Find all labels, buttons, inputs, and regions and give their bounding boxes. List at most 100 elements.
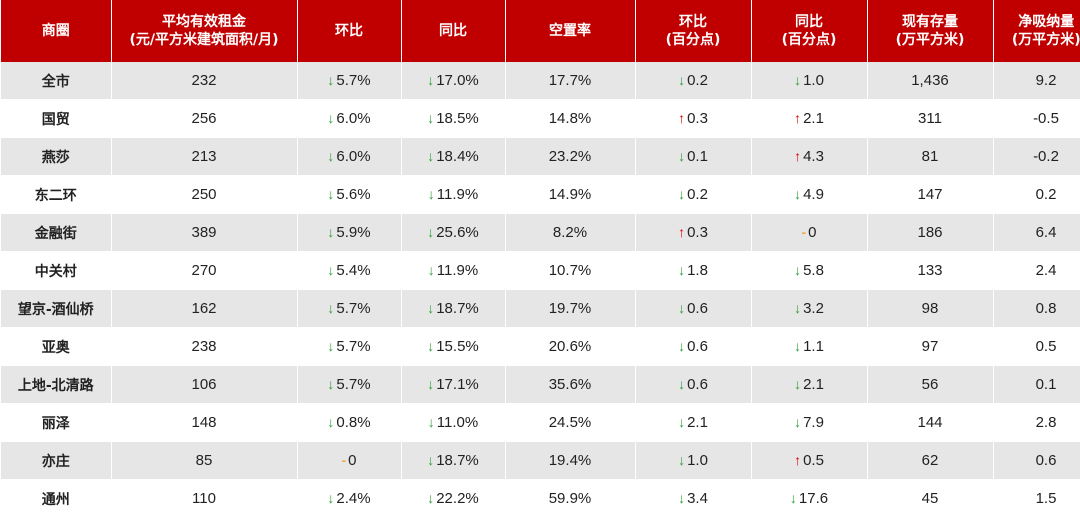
- rent-mom-cell: ↓5.7%: [297, 328, 401, 366]
- down-arrow-icon: ↓: [678, 186, 685, 202]
- header-line: (百分点): [636, 31, 751, 49]
- header-line: (万平方米): [994, 31, 1080, 49]
- change-value: 0.6: [687, 338, 708, 355]
- header-line: 同比: [402, 22, 505, 40]
- change-value: 11.9%: [437, 186, 478, 203]
- stock-cell: 97: [867, 328, 993, 366]
- rent-yoy-cell: ↓18.7%: [401, 442, 505, 480]
- down-arrow-icon: ↓: [327, 186, 334, 202]
- vacancy-cell: 14.9%: [505, 176, 635, 214]
- vacancy-cell: 19.4%: [505, 442, 635, 480]
- change-value: 0: [348, 452, 356, 469]
- vacancy-mom-cell: ↓1.0: [635, 442, 751, 480]
- rent-mom-cell: ↓5.7%: [297, 290, 401, 328]
- change-value: 4.3: [803, 148, 824, 165]
- down-arrow-icon: ↓: [794, 262, 801, 278]
- header-line: 同比: [752, 13, 867, 31]
- down-arrow-icon: ↓: [678, 148, 685, 164]
- vacancy-yoy-cell: ↑0.5: [751, 442, 867, 480]
- change-value: 0.2: [687, 72, 708, 89]
- change-value: 18.7%: [436, 452, 479, 469]
- down-arrow-icon: ↓: [428, 414, 435, 430]
- down-arrow-icon: ↓: [427, 300, 434, 316]
- header-stock: 现有存量(万平方米): [867, 0, 993, 62]
- change-value: 0.5: [803, 452, 824, 469]
- header-vacancy-yoy: 同比(百分点): [751, 0, 867, 62]
- vacancy-mom-cell: ↓0.6: [635, 290, 751, 328]
- rent-yoy-cell: ↓18.4%: [401, 138, 505, 176]
- rent-yoy-cell: ↓18.5%: [401, 100, 505, 138]
- change-value: 11.0%: [437, 414, 478, 431]
- vacancy-yoy-cell: ↓2.1: [751, 366, 867, 404]
- district-name-cell: 中关村: [1, 252, 111, 290]
- down-arrow-icon: ↓: [794, 186, 801, 202]
- vacancy-mom-cell: ↓0.6: [635, 328, 751, 366]
- change-value: 4.9: [803, 186, 824, 203]
- up-arrow-icon: ↑: [678, 110, 685, 126]
- avg-rent-cell: 270: [111, 252, 297, 290]
- vacancy-cell: 8.2%: [505, 214, 635, 252]
- change-value: 22.2%: [436, 490, 479, 507]
- change-value: 18.7%: [436, 300, 479, 317]
- flat-dash-icon: -: [801, 224, 806, 240]
- down-arrow-icon: ↓: [794, 338, 801, 354]
- change-value: 2.1: [687, 414, 708, 431]
- rent-yoy-cell: ↓17.0%: [401, 62, 505, 100]
- rent-mom-cell: ↓5.6%: [297, 176, 401, 214]
- change-value: 6.0%: [336, 110, 370, 127]
- change-value: 18.5%: [436, 110, 479, 127]
- down-arrow-icon: ↓: [428, 186, 435, 202]
- vacancy-mom-cell: ↓0.1: [635, 138, 751, 176]
- stock-cell: 56: [867, 366, 993, 404]
- avg-rent-cell: 110: [111, 480, 297, 518]
- change-value: 0: [808, 224, 816, 241]
- header-avg-rent: 平均有效租金(元/平方米建筑面积/月): [111, 0, 297, 62]
- header-line: 空置率: [506, 22, 635, 40]
- down-arrow-icon: ↓: [327, 338, 334, 354]
- vacancy-yoy-cell: ↓5.8: [751, 252, 867, 290]
- rent-yoy-cell: ↓25.6%: [401, 214, 505, 252]
- change-value: 1.1: [803, 338, 824, 355]
- down-arrow-icon: ↓: [327, 300, 334, 316]
- change-value: 1.8: [687, 262, 708, 279]
- change-value: 5.7%: [336, 338, 370, 355]
- header-district: 商圈: [1, 0, 111, 62]
- net-absorption-cell: 6.4: [993, 214, 1080, 252]
- header-line: 商圈: [1, 22, 111, 40]
- down-arrow-icon: ↓: [427, 224, 434, 240]
- stock-cell: 144: [867, 404, 993, 442]
- vacancy-yoy-cell: ↓7.9: [751, 404, 867, 442]
- vacancy-cell: 19.7%: [505, 290, 635, 328]
- down-arrow-icon: ↓: [427, 110, 434, 126]
- header-line: 净吸纳量: [994, 13, 1080, 31]
- header-line: 平均有效租金: [112, 13, 297, 31]
- down-arrow-icon: ↓: [327, 262, 334, 278]
- up-arrow-icon: ↑: [794, 148, 801, 164]
- avg-rent-cell: 250: [111, 176, 297, 214]
- district-name-cell: 全市: [1, 62, 111, 100]
- district-name-cell: 国贸: [1, 100, 111, 138]
- avg-rent-cell: 213: [111, 138, 297, 176]
- change-value: 2.1: [803, 110, 824, 127]
- stock-cell: 98: [867, 290, 993, 328]
- down-arrow-icon: ↓: [678, 376, 685, 392]
- stock-cell: 81: [867, 138, 993, 176]
- district-name-cell: 亚奥: [1, 328, 111, 366]
- down-arrow-icon: ↓: [794, 376, 801, 392]
- net-absorption-cell: 2.8: [993, 404, 1080, 442]
- stock-cell: 133: [867, 252, 993, 290]
- down-arrow-icon: ↓: [327, 376, 334, 392]
- vacancy-cell: 24.5%: [505, 404, 635, 442]
- rent-mom-cell: ↓5.7%: [297, 366, 401, 404]
- change-value: 5.9%: [336, 224, 370, 241]
- avg-rent-cell: 106: [111, 366, 297, 404]
- down-arrow-icon: ↓: [794, 72, 801, 88]
